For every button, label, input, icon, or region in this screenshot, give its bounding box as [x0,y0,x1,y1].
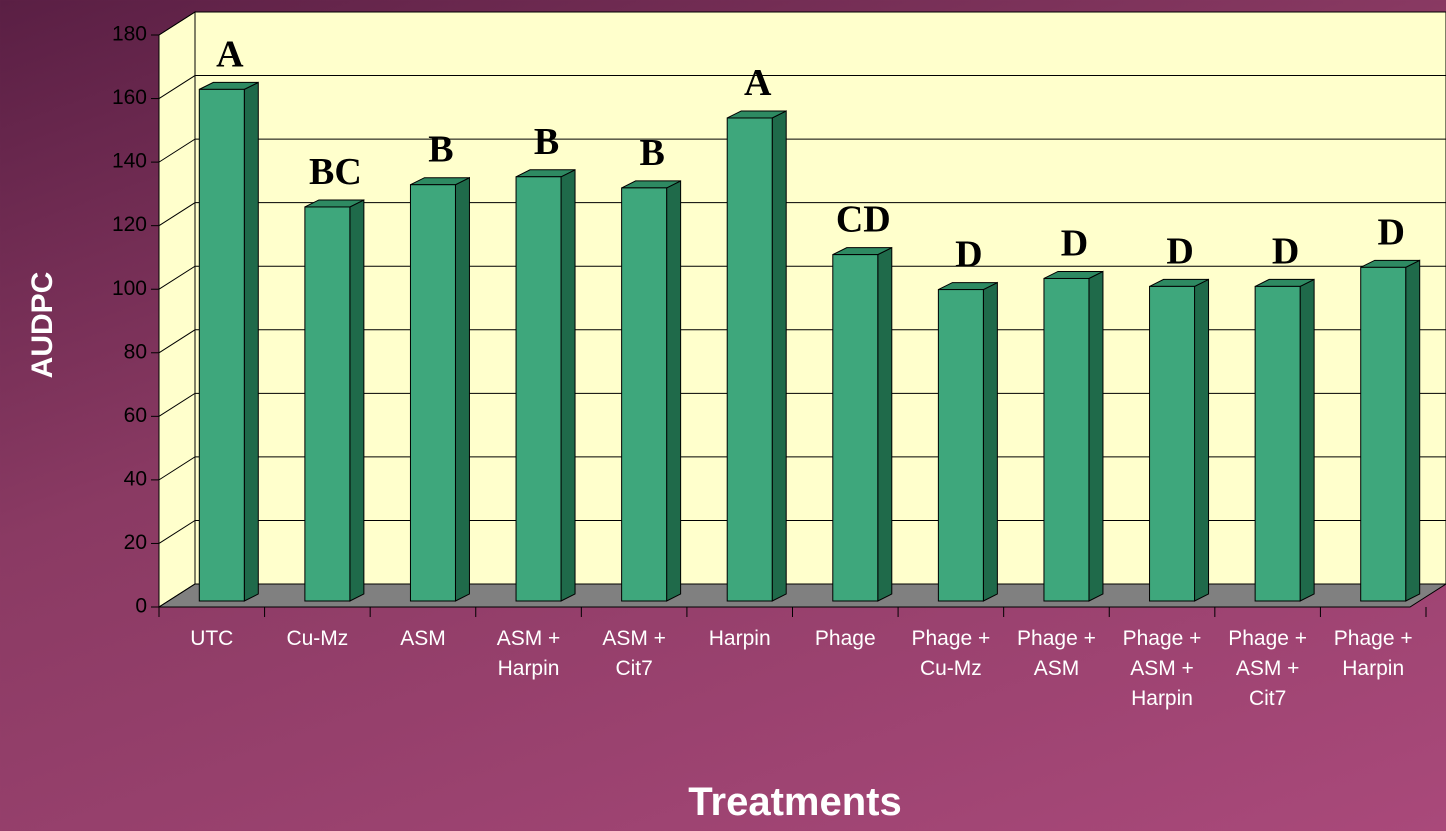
grid-line [158,519,1446,544]
bar-side [877,246,893,602]
y-tick-label: 160 [112,86,147,109]
bar-side [243,81,259,602]
y-tick-label: 120 [112,213,147,236]
y-tick-label: 140 [112,150,147,173]
bar [621,187,668,602]
bar [726,117,773,602]
bar-side [1088,270,1104,602]
grid-line [158,138,1446,163]
x-tick-label: ASM [400,627,446,650]
x-tick-label: Phage + ASM [1017,627,1096,680]
x-tick-label: Phage [814,627,876,650]
annotation: D [1377,211,1404,253]
grid-line [158,456,1446,481]
y-tick-label: 40 [124,467,147,490]
grid-line [158,75,1446,99]
bar-side [982,281,998,602]
bar [304,206,351,602]
x-axis-label: Treatments [688,780,902,824]
y-tick-label: 180 [112,23,147,46]
y-tick-label: 20 [124,531,147,554]
x-tick-label: Phage + Harpin [1333,627,1413,680]
bar-side [560,168,576,602]
y-tick-label: 0 [135,595,147,618]
bar-side [349,199,365,602]
grid-line [158,392,1446,417]
annotation: B [428,129,453,171]
side-wall [158,11,196,608]
bar [515,176,562,602]
bar-side [666,180,682,602]
annotation: CD [836,199,891,241]
bar [1254,285,1301,602]
grid-line [158,202,1446,227]
grid-line [158,265,1446,290]
x-tick-label: ASM + Cit7 [602,627,666,680]
annotation: B [639,132,664,174]
x-tick-label: Cu-Mz [286,627,349,650]
annotation: D [1272,230,1299,272]
bar [1360,266,1407,602]
y-axis-label: AUDPC [26,272,59,379]
grid-line [158,329,1446,354]
annotation: D [1166,230,1193,272]
x-tick-label: Harpin [708,627,771,650]
annotation: A [216,33,244,75]
bar-side [1194,278,1210,602]
annotation: BC [309,151,362,193]
y-tick-label: 60 [124,404,147,427]
bar [1149,285,1196,602]
bar [832,254,879,602]
bar [937,289,984,602]
x-tick-label: Phage + ASM + Harpin [1122,627,1202,710]
bar [1043,277,1090,602]
grid-line [158,11,1446,36]
bar-side [1405,259,1421,602]
x-tick-label: UTC [190,627,234,650]
annotation: D [955,234,982,276]
annotation: B [534,121,559,163]
x-tick-label: Phage + ASM + Cit7 [1228,627,1308,710]
y-tick-label: 80 [124,340,147,363]
x-tick-label: ASM + Harpin [496,627,561,680]
y-tick-label: 100 [112,277,147,300]
bar [198,88,245,602]
bar-side [454,176,470,602]
annotation: A [744,62,772,104]
grid-line [158,583,1446,608]
x-tick-label: Phage + Cu-Mz [911,627,991,680]
bar-side [1299,278,1315,602]
bar [409,184,456,602]
annotation: D [1061,222,1088,264]
bar-side [771,110,787,602]
